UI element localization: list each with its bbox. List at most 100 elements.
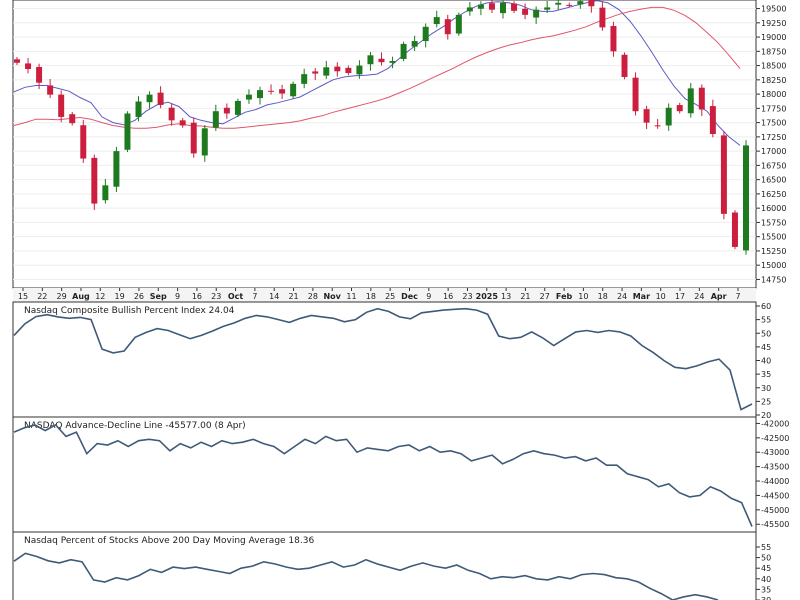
- candle-body: [731, 212, 738, 247]
- date-tick-label: Apr: [711, 292, 727, 301]
- indicator-tick-label: 20: [761, 411, 771, 420]
- price-tick-label: 17750: [761, 104, 786, 113]
- price-tick-label: 16000: [761, 204, 786, 213]
- candle-body: [455, 14, 462, 34]
- above-200dma-title: Nasdaq Percent of Stocks Above 200 Day M…: [24, 536, 314, 546]
- candle-body: [356, 65, 363, 75]
- indicator-tick-label: -45000: [761, 506, 789, 515]
- date-tick-label: 15: [18, 292, 28, 301]
- candle-body: [168, 107, 175, 121]
- moving-average-lines: [13, 0, 741, 146]
- candle-body: [135, 101, 142, 117]
- candle-body: [400, 43, 407, 59]
- candle-body: [345, 67, 352, 73]
- price-tick-label: 15500: [761, 233, 786, 242]
- date-tick-label: 22: [37, 292, 47, 301]
- price-panel: 14750 15000 15250 15500 15750 16000 16250 16500…: [12, 0, 786, 289]
- date-axis-band: [13, 288, 756, 302]
- date-tick-label: 25: [385, 292, 395, 301]
- candle-body: [566, 4, 573, 6]
- indicator-tick-label: 45: [761, 343, 771, 352]
- price-tick-label: 19250: [761, 19, 786, 28]
- indicator-tick-label: 60: [761, 302, 771, 311]
- price-tick-label: 19500: [761, 5, 786, 14]
- above-200dma-line: [13, 552, 719, 600]
- candle-body: [102, 185, 109, 201]
- moving-average-line-1: [13, 0, 741, 146]
- date-tick-label: Feb: [556, 292, 573, 301]
- price-tick-label: 15750: [761, 218, 786, 227]
- candle-body: [466, 7, 473, 12]
- candle-body: [676, 105, 683, 112]
- price-tick-label: 17500: [761, 119, 786, 128]
- candle-body: [301, 74, 308, 84]
- candle-body: [588, 0, 595, 7]
- candle-body: [610, 26, 617, 52]
- date-tick-label: 10: [578, 292, 588, 301]
- candle-body: [488, 3, 495, 10]
- indicator-tick-label: 25: [761, 397, 771, 406]
- price-gridlines: [13, 8, 756, 280]
- above-200dma-border: [12, 531, 757, 600]
- date-tick-label: 26: [134, 292, 144, 301]
- price-tick-label: 15250: [761, 247, 786, 256]
- advance-decline-border: [12, 416, 757, 533]
- date-tick-label: 16: [192, 292, 202, 301]
- indicator-tick-label: -44000: [761, 477, 789, 486]
- indicator-tick-label: 55: [761, 316, 771, 325]
- indicator-tick-label: 40: [761, 575, 771, 584]
- date-tick-label: 24: [694, 292, 704, 301]
- advance-decline-y-axis: -42000 -42500 -43000 -43500 -44000 -44500 -450…: [756, 419, 789, 529]
- candle-body: [80, 125, 87, 159]
- date-tick-label: 21: [288, 292, 298, 301]
- indicator-tick-label: 40: [761, 357, 771, 366]
- candle-body: [58, 94, 65, 117]
- candle-body: [533, 9, 540, 18]
- price-tick-label: 18500: [761, 62, 786, 71]
- candle-body: [124, 113, 131, 150]
- date-tick-label: Nov: [323, 292, 341, 301]
- price-tick-label: 18000: [761, 90, 786, 99]
- indicator-tick-label: -43000: [761, 448, 789, 457]
- date-tick-label: 12: [95, 292, 105, 301]
- indicator-tick-label: 55: [761, 543, 771, 552]
- date-tick-label: 21: [520, 292, 530, 301]
- date-tick-label: Dec: [401, 292, 418, 301]
- date-tick-label: Mar: [633, 292, 650, 301]
- advance-decline-title: NASDAQ Advance-Decline Line -45577.00 (8…: [24, 421, 246, 431]
- price-tick-label: 17000: [761, 147, 786, 156]
- candle-body: [555, 2, 562, 5]
- candle-body: [477, 4, 484, 9]
- candle-body: [157, 92, 164, 105]
- candle-body: [632, 77, 639, 112]
- candle-body: [146, 94, 153, 103]
- candle-body: [500, 2, 506, 14]
- price-tick-label: 18250: [761, 76, 786, 85]
- candle-body: [444, 19, 451, 35]
- date-tick-label: 19: [115, 292, 125, 301]
- date-tick-label: Sep: [150, 292, 167, 301]
- date-tick-label: 27: [540, 292, 550, 301]
- candle-body: [245, 94, 252, 100]
- date-tick-label: 9: [426, 292, 431, 301]
- candle-body: [709, 106, 716, 135]
- bullish-percent-line: [13, 307, 753, 411]
- candle-body: [223, 107, 230, 114]
- date-tick-label: 18: [598, 292, 608, 301]
- price-panel-border: [12, 0, 757, 289]
- candle-body: [411, 41, 418, 47]
- candle-body: [47, 85, 54, 95]
- moving-average-line-2: [13, 6, 741, 129]
- indicator-tick-label: 45: [761, 564, 771, 573]
- candle-body: [654, 125, 661, 127]
- date-tick-label: 23: [462, 292, 472, 301]
- bullish-percent-panel: Nasdaq Composite Bullish Percent Index 2…: [12, 301, 771, 420]
- date-tick-label: 11: [346, 292, 356, 301]
- candle-body: [621, 54, 628, 77]
- candle-body: [69, 114, 76, 124]
- candle-body: [290, 83, 297, 97]
- price-tick-label: 16750: [761, 161, 786, 170]
- candle-body: [36, 66, 43, 83]
- candle-body: [312, 71, 319, 74]
